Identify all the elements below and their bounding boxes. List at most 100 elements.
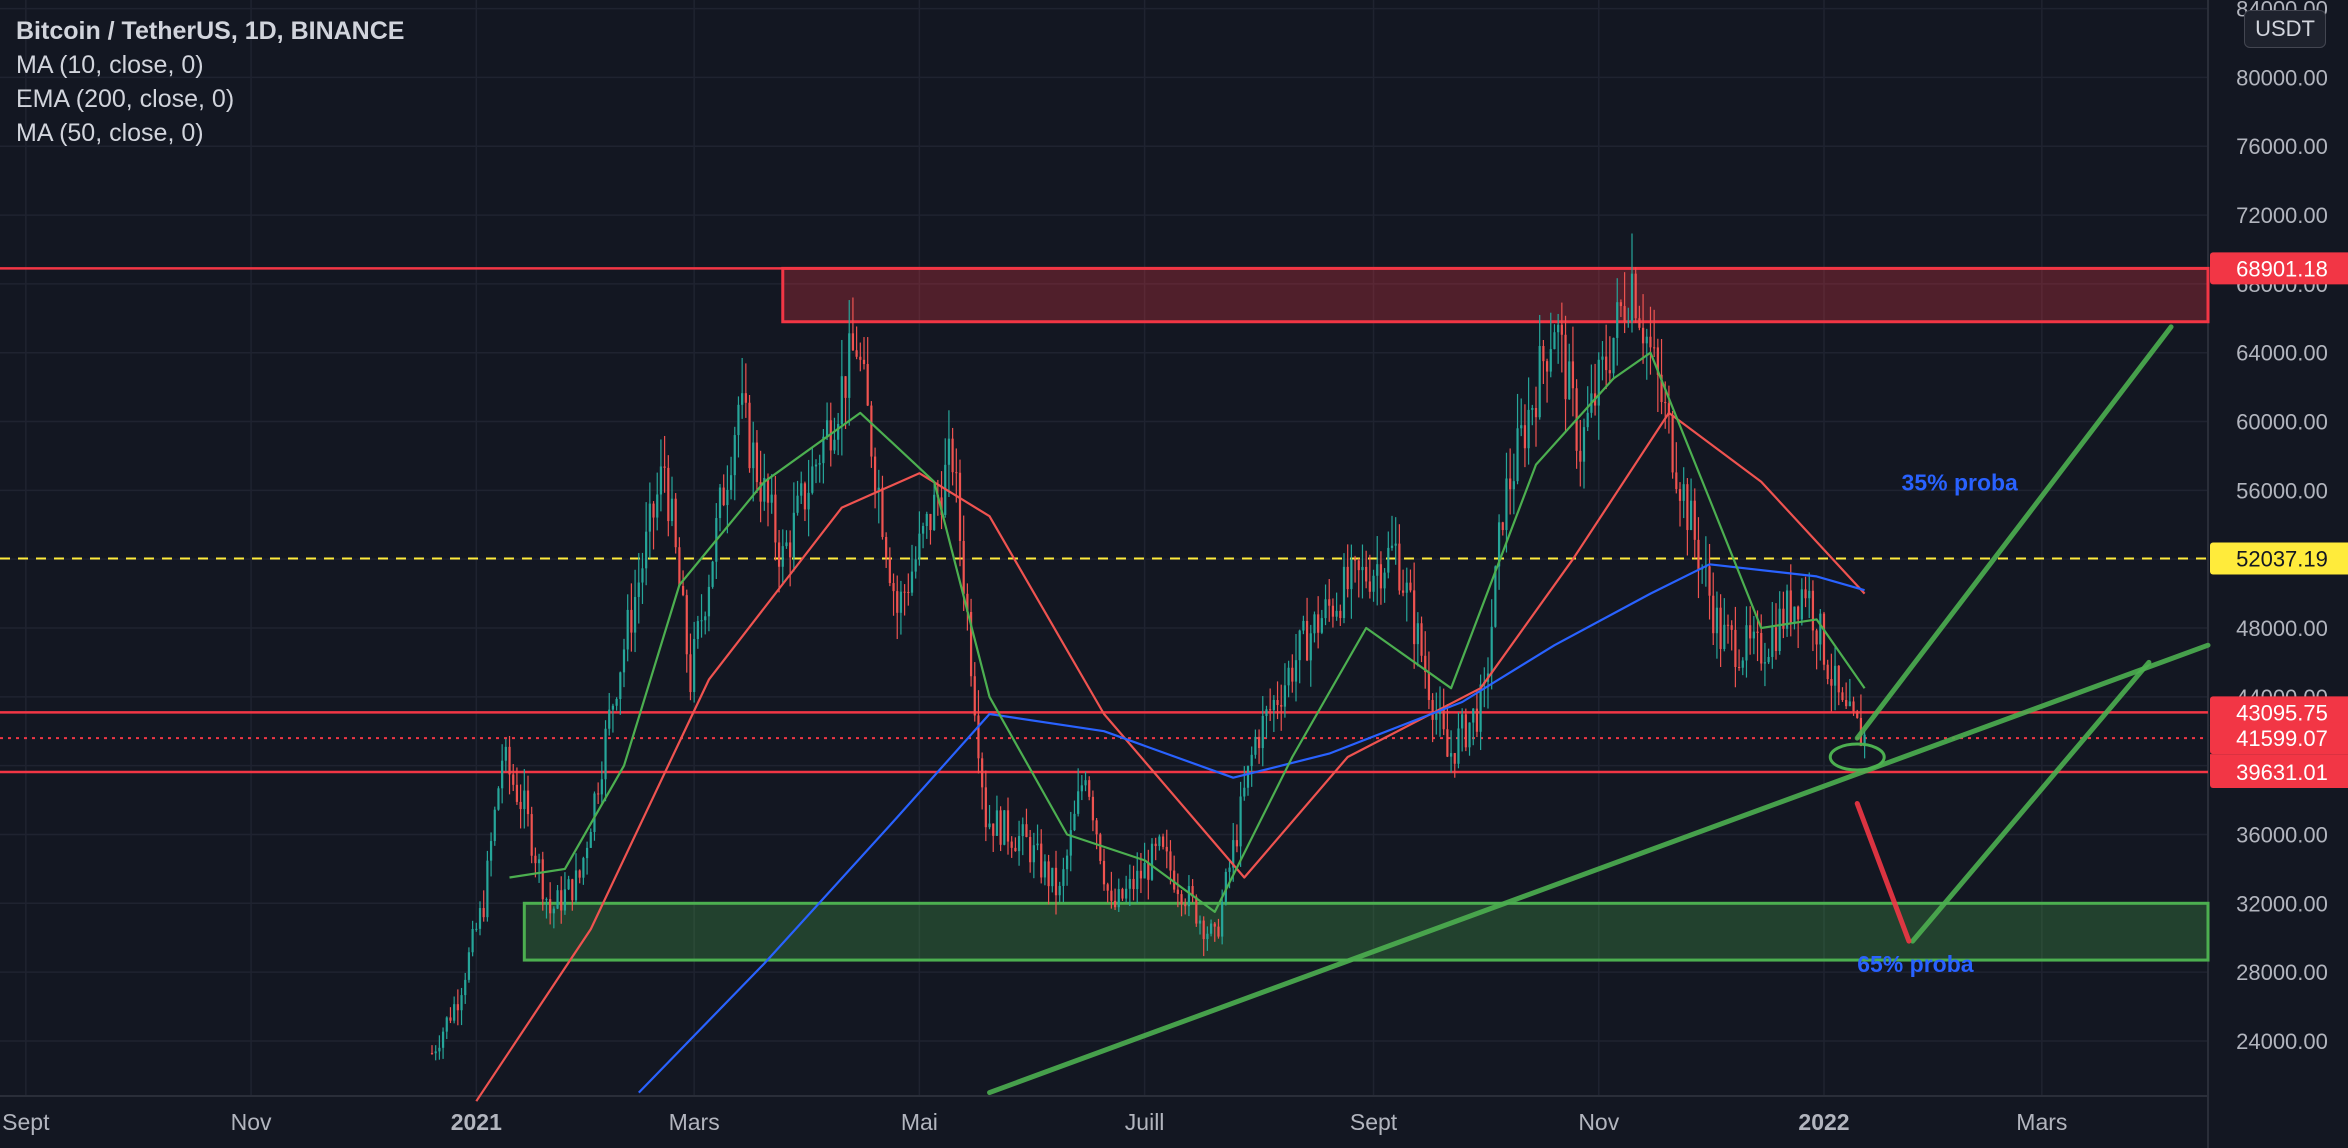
candle-body [811,466,814,493]
candle-body [1472,708,1475,723]
candle-body [574,870,578,901]
candle-body [1689,500,1693,531]
candle-body [1088,780,1091,797]
candle-body [1176,889,1179,895]
candle-body [1424,655,1427,673]
candle-body [1774,627,1778,651]
candle-body [1749,625,1752,639]
candle-body [1715,607,1719,634]
candle-body [1564,334,1567,400]
candle-body [585,847,589,859]
candle-body [899,591,903,613]
candle-body [611,705,615,710]
candle-body [1235,840,1239,847]
candle-body [1822,613,1826,665]
candle-body [1442,708,1445,730]
candle-body [486,860,489,918]
candle-body [1221,901,1224,937]
candle-body [1605,356,1608,371]
candle-body [707,586,711,617]
candle-body [1121,889,1124,899]
candle-body [1608,370,1611,374]
candle-body [925,513,928,527]
candle-body [508,746,511,775]
candle-body [1184,904,1187,907]
candle-body [792,512,795,558]
candle-body [1782,608,1785,629]
candle-body [803,483,807,510]
candle-body [1549,349,1552,372]
candle-body [1342,566,1346,619]
candle-body [1815,630,1818,645]
candle-body [604,728,607,780]
candle-body [910,571,914,593]
candle-body [718,487,722,519]
candle-body [1516,428,1519,482]
candle-body [833,439,836,451]
candle-body [1065,855,1069,870]
candle-body [1826,664,1829,680]
price-tick-label: 64000.00 [2236,341,2328,366]
indicator-ma10[interactable]: MA (10, close, 0) [16,51,204,79]
price-tick-label: 72000.00 [2236,203,2328,228]
candle-body [626,609,629,650]
candle-body [1856,711,1859,718]
candle-body [1102,860,1106,885]
annotation-35-proba: 35% proba [1902,469,2019,495]
candle-body [1771,627,1774,657]
candle-body [1003,810,1006,845]
price-tick-label: 28000.00 [2236,960,2328,985]
candle-body [552,908,555,914]
candle-body [1257,736,1261,749]
candle-body [1634,273,1637,319]
candle-body [1195,896,1198,924]
candle-body [1726,624,1730,626]
candle-body [907,591,910,593]
candle-body [955,472,958,474]
time-tick-label: 2021 [451,1109,502,1135]
candle-body [597,793,600,795]
candle-body [796,495,799,513]
candle-body [1464,714,1467,748]
candle-body [523,790,526,810]
indicator-ema200[interactable]: EMA (200, close, 0) [16,85,235,113]
candle-body [1091,796,1095,821]
candle-body [1678,489,1682,501]
candle-body [1187,886,1191,907]
candle-body [1283,685,1287,707]
candle-body [1291,667,1294,682]
candle-body [1449,753,1453,757]
candle-body [1106,884,1109,891]
candle-body [475,928,478,930]
candle-body [1804,589,1807,599]
candle-body [1808,590,1811,599]
candle-body [729,475,733,490]
candle-body [663,466,666,468]
candle-body [1837,665,1840,693]
candle-body [947,438,951,465]
candle-body [1457,728,1460,764]
candle-body [478,908,482,929]
candle-body [1571,361,1575,389]
candle-body [1350,559,1353,590]
candle-body [933,494,936,531]
candle-body [549,899,552,914]
candle-body [1568,361,1571,400]
candle-body [482,908,485,918]
price-tag [2210,252,2348,285]
candle-body [1372,575,1375,592]
candle-body [1224,871,1227,902]
ma50-line [475,411,1866,1102]
indicator-ma50[interactable]: MA (50, close, 0) [16,119,204,147]
currency-button[interactable]: USDT [2244,10,2326,48]
candle-body [1785,590,1789,629]
candle-body [1686,484,1689,531]
candle-body [1353,559,1357,561]
candle-body [1497,522,1501,567]
candle-body [1017,836,1021,852]
price-tag-label: 68901.18 [2236,256,2328,281]
chart-annotations: 35% proba 65% proba [1857,469,2018,977]
candle-body [1029,837,1032,863]
zone-box [522,901,2210,962]
